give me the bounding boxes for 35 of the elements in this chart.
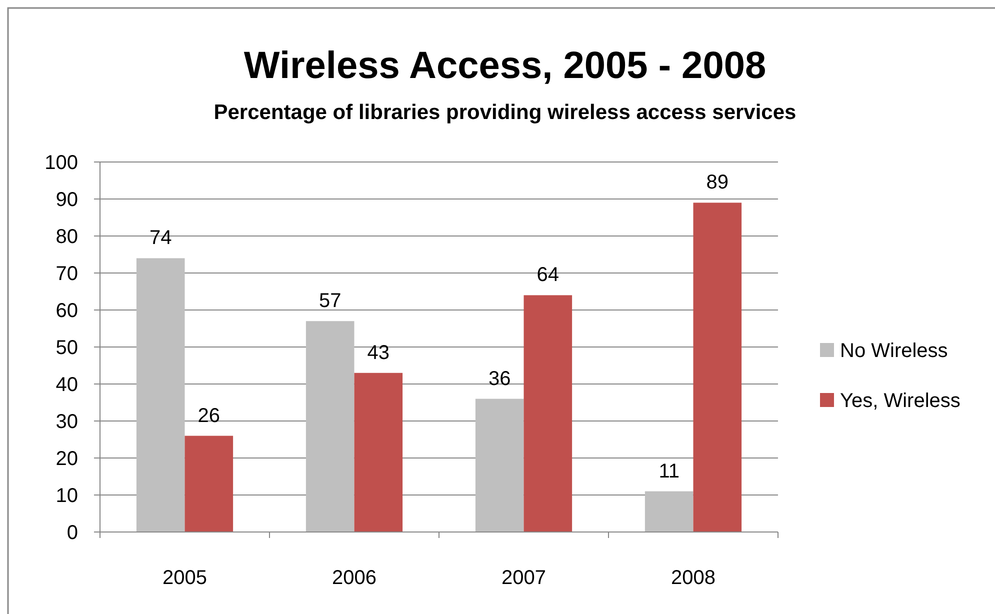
data-label: 26 — [198, 404, 220, 427]
data-label: 36 — [488, 368, 511, 390]
data-label: 64 — [536, 264, 560, 286]
x-tick-label: 2005 — [162, 567, 207, 589]
y-tick-label: 90 — [56, 189, 78, 211]
y-tick-label: 50 — [56, 337, 78, 359]
y-tick-label: 0 — [66, 522, 78, 544]
legend-label: No Wireless — [840, 340, 948, 362]
data-label: 74 — [149, 227, 172, 250]
y-tick-label: 30 — [56, 411, 78, 433]
data-label: 11 — [658, 460, 680, 482]
bar — [475, 398, 524, 532]
bar — [693, 202, 742, 532]
x-tick-label: 2006 — [332, 567, 376, 589]
y-tick-label: 100 — [44, 152, 78, 174]
chart-subtitle: Percentage of libraries providing wireless access services — [214, 101, 796, 124]
y-tick-label: 20 — [56, 448, 78, 470]
bar — [644, 491, 694, 532]
bar — [354, 372, 403, 532]
y-tick-label: 70 — [56, 263, 78, 285]
x-tick-label: 2007 — [502, 567, 546, 589]
chart-title: Wireless Access, 2005 - 2008 — [244, 45, 766, 87]
y-tick-label: 60 — [56, 300, 78, 322]
y-tick-label: 40 — [56, 374, 78, 396]
x-tick-label: 2008 — [671, 567, 716, 589]
data-label: 57 — [318, 290, 342, 312]
y-tick-label: 80 — [56, 226, 78, 248]
data-label: 89 — [706, 172, 729, 194]
bar — [524, 295, 572, 532]
data-label: 43 — [367, 342, 390, 364]
bar — [306, 321, 354, 532]
y-tick-label: 10 — [56, 485, 78, 507]
bar — [136, 258, 185, 532]
legend-label: Yes, Wireless — [840, 390, 960, 412]
bar — [184, 436, 234, 532]
